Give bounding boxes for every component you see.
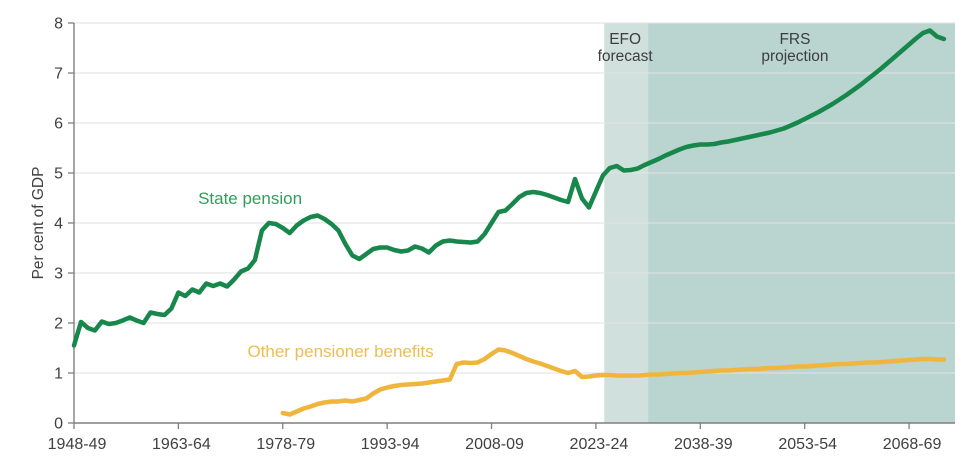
y-tick-label: 4 <box>54 216 63 233</box>
x-tick-label: 2008-09 <box>465 436 524 453</box>
y-tick-label: 8 <box>54 16 63 33</box>
state-pension-label: State pension <box>198 189 302 208</box>
x-tick-label: 2038-39 <box>674 436 733 453</box>
x-tick-label: 1963-64 <box>152 436 211 453</box>
gridlines <box>74 22 955 374</box>
y-tick-label: 2 <box>54 316 63 333</box>
frs-projection-band-label-line1: FRS <box>779 31 810 48</box>
x-tick-label: 1978-79 <box>256 436 315 453</box>
x-tick-label: 2068-69 <box>883 436 942 453</box>
y-tick-label: 1 <box>54 366 63 383</box>
efo-forecast-band-label-line2: forecast <box>598 48 654 65</box>
y-tick-label: 5 <box>54 166 63 183</box>
frs-projection-band-label-line2: projection <box>761 48 828 65</box>
tick-labels: 0 1 2 3 4 5 6 7 8 1948-49 1963-64 1978-79 1993-94 200… <box>48 16 942 454</box>
y-tick-label: 3 <box>54 266 63 283</box>
axes <box>68 22 955 429</box>
x-tick-label: 2023-24 <box>570 436 629 453</box>
y-axis-title: Per cent of GDP <box>30 167 47 280</box>
efo-forecast-band-label-line1: EFO <box>609 31 641 48</box>
other-pensioner-benefits-line <box>280 347 947 417</box>
series-labels: State pension Other pensioner benefits <box>198 189 434 361</box>
state-pension-line <box>71 28 947 348</box>
data-lines <box>71 28 947 417</box>
x-tick-label: 2053-54 <box>778 436 837 453</box>
y-tick-label: 7 <box>54 66 63 83</box>
x-tick-label: 1993-94 <box>361 436 420 453</box>
x-tick-label: 1948-49 <box>48 436 107 453</box>
y-tick-label: 0 <box>54 416 63 433</box>
y-tick-label: 6 <box>54 116 63 133</box>
other-pensioner-benefits-label: Other pensioner benefits <box>247 342 433 361</box>
